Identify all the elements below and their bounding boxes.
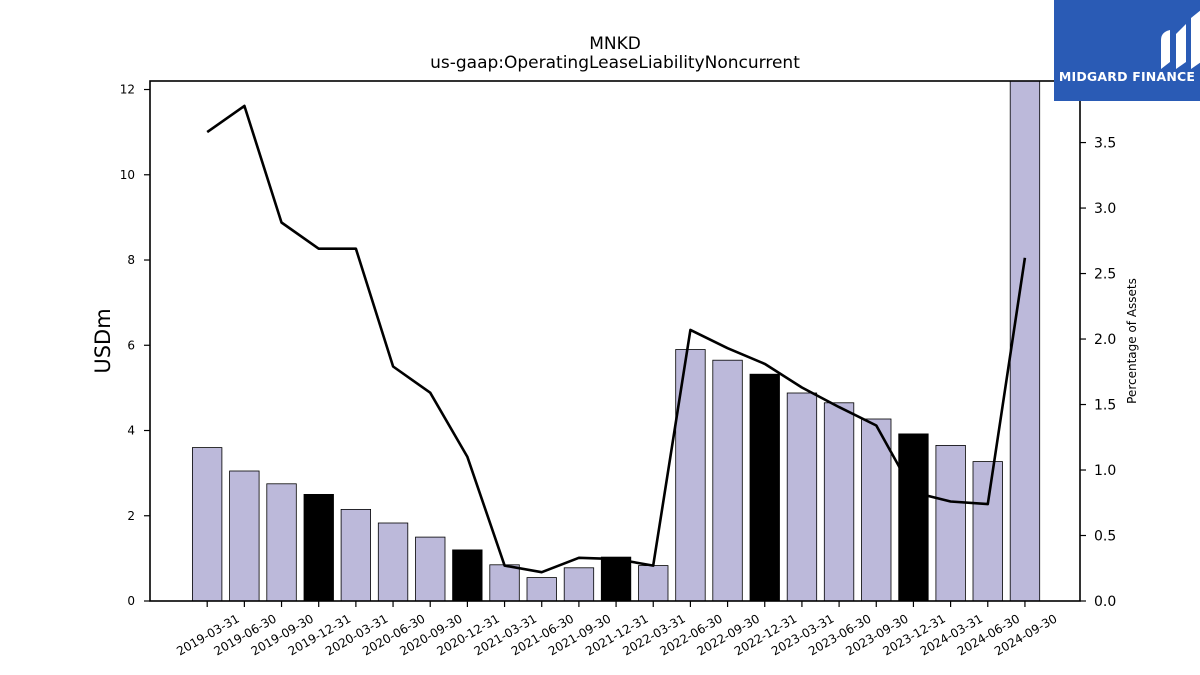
logo-mark-icon [1161, 10, 1200, 69]
right-axis-label: Percentage of Assets [1125, 278, 1139, 404]
left-tick-label: 0 [127, 594, 135, 608]
right-tick-label: 2.5 [1094, 267, 1116, 283]
chart-subtitle: us-gaap:OperatingLeaseLiabilityNoncurren… [430, 53, 800, 73]
left-tick-label: 10 [120, 168, 135, 182]
bar-2019-12-31 [303, 493, 334, 602]
bar-2021-12-31 [600, 556, 632, 602]
right-tick-label: 3.5 [1094, 136, 1116, 152]
bars-group [191, 80, 1041, 602]
bar-2023-12-31 [898, 433, 929, 602]
bar-2020-03-31 [340, 508, 372, 602]
right-tick-label: 3.0 [1094, 201, 1116, 217]
left-axis-label: USDm [91, 308, 115, 373]
brand-logo: MIDGARD FINANCE [1054, 0, 1200, 101]
left-tick-label: 12 [120, 83, 135, 97]
brand-name: MIDGARD FINANCE [1058, 69, 1196, 84]
left-axis-ticks: 0 2 4 6 8 10 12 [120, 83, 150, 608]
bar-2021-09-30 [563, 567, 595, 602]
bar-2019-09-30 [266, 483, 297, 602]
bar-2024-09-30 [1009, 80, 1041, 602]
percentage-of-assets-line [206, 104, 1027, 574]
chart-title: MNKD [589, 34, 641, 54]
right-tick-label: 1.0 [1094, 463, 1116, 479]
bar-2023-06-30 [823, 402, 855, 602]
plot-frame [149, 80, 1081, 602]
right-tick-label: 1.5 [1094, 398, 1116, 414]
left-tick-label: 4 [127, 424, 135, 438]
right-tick-label: 2.0 [1094, 332, 1116, 348]
bar-2020-06-30 [377, 522, 409, 602]
right-axis-ticks: 0.0 0.5 1.0 1.5 2.0 2.5 3.0 3.5 [1080, 136, 1116, 610]
bar-2023-03-31 [786, 392, 818, 602]
left-tick-label: 6 [127, 338, 135, 352]
x-axis-ticks: 2019-03-312019-06-302019-09-302019-12-31… [174, 601, 1059, 658]
bar-2024-06-30 [972, 461, 1003, 602]
left-tick-label: 2 [127, 509, 135, 523]
bar-2019-06-30 [229, 470, 260, 602]
bar-2020-12-31 [452, 549, 483, 602]
right-tick-label: 0.0 [1094, 594, 1116, 610]
bar-2020-09-30 [415, 536, 446, 602]
left-tick-label: 8 [127, 253, 135, 267]
bar-2019-03-31 [191, 447, 223, 602]
bar-2022-12-31 [749, 373, 780, 602]
bar-2022-03-31 [638, 565, 669, 602]
bar-2024-03-31 [935, 444, 966, 602]
right-tick-label: 0.5 [1094, 529, 1116, 545]
bar-2023-09-30 [861, 418, 892, 602]
bar-2021-03-31 [489, 564, 520, 602]
bar-2021-06-30 [526, 577, 557, 602]
bar-2022-09-30 [712, 359, 743, 602]
